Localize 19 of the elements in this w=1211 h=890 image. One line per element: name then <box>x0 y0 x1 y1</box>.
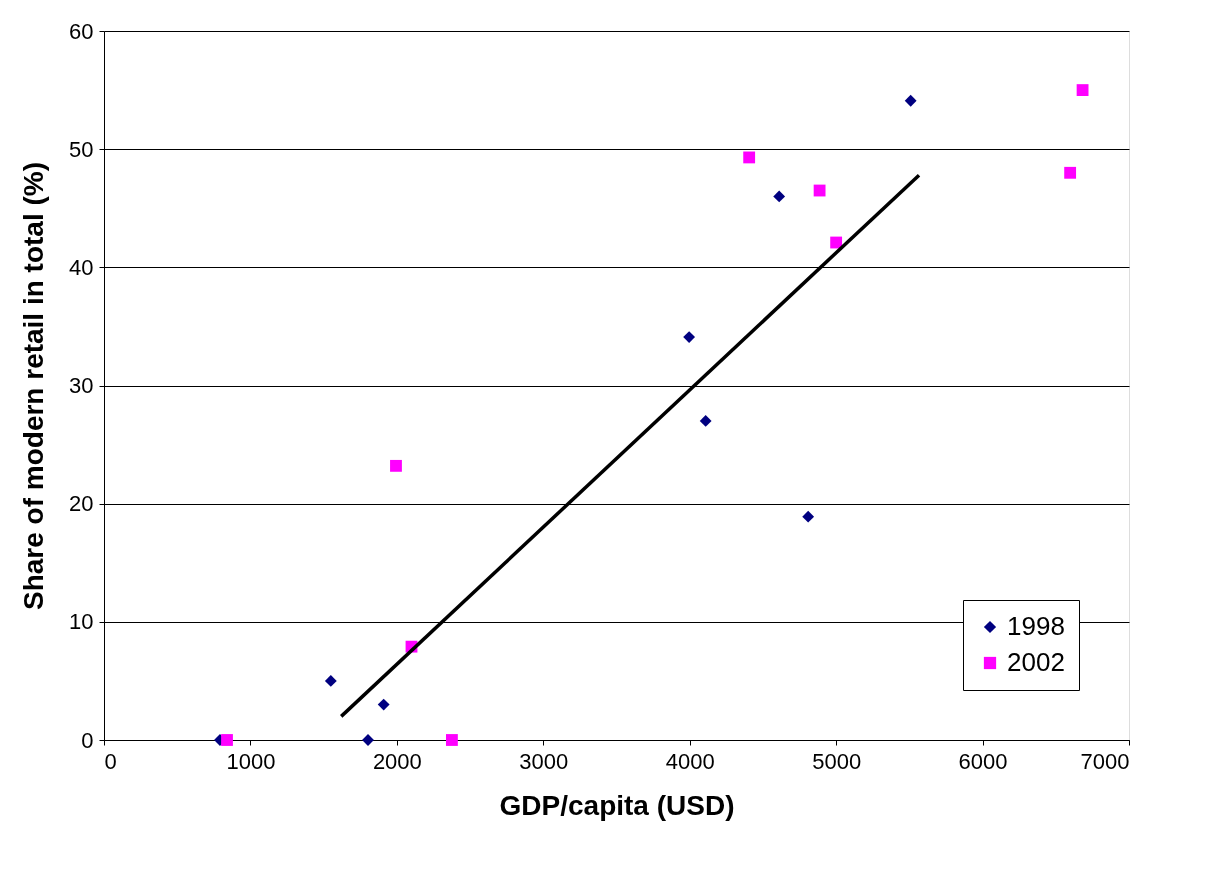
y-tick-label: 40 <box>69 254 94 280</box>
y-tick-label: 60 <box>69 18 94 44</box>
legend-label: 2002 <box>1007 647 1065 677</box>
x-tick-label: 3000 <box>519 748 569 774</box>
y-axis-title: Share of modern retail in total (%) <box>18 161 50 611</box>
y-tick-label: 20 <box>69 491 94 517</box>
x-tick-label: 2000 <box>372 748 422 774</box>
y-tick-label: 50 <box>69 136 94 162</box>
x-tick-label: 5000 <box>812 748 862 774</box>
x-tick-label: 0 <box>104 748 117 774</box>
x-tick-label: 6000 <box>958 748 1008 774</box>
y-tick-label: 30 <box>69 373 94 398</box>
x-axis-title: GDP/capita (USD) <box>499 789 735 821</box>
x-tick-label: 4000 <box>665 748 715 774</box>
y-tick-label: 0 <box>81 727 94 753</box>
y-tick-label: 10 <box>69 609 94 635</box>
x-tick-label: 7000 <box>1080 748 1130 774</box>
x-tick-label: 1000 <box>226 748 276 774</box>
legend-label: 1998 <box>1007 611 1065 641</box>
